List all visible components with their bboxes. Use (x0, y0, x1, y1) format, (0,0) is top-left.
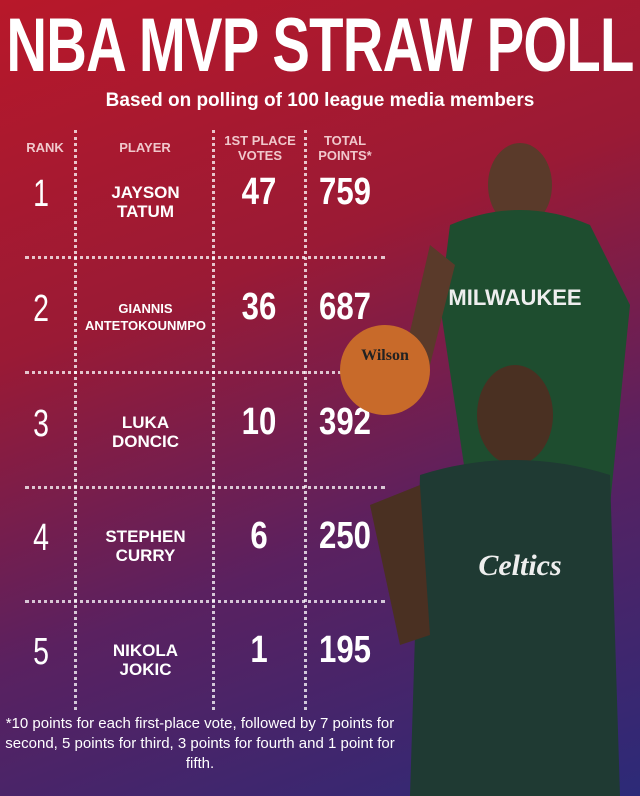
table-row: 4 STEPHEN CURRY 6 250 (0, 489, 400, 604)
column-divider (212, 130, 215, 710)
first-place-votes: 47 (241, 171, 277, 213)
total-points: 687 (319, 286, 371, 328)
player-name: NIKOLA JOKIC (112, 641, 179, 679)
first-place-votes: 6 (250, 515, 268, 557)
first-place-votes: 36 (241, 286, 277, 328)
footnote: *10 points for each first-place vote, fo… (5, 715, 395, 772)
table-row: 3 LUKA DONCIC 10 392 (0, 375, 400, 490)
celtics-jersey-text: Celtics (478, 549, 561, 582)
row-divider (25, 486, 385, 489)
ball-brand-text: Wilson (361, 347, 409, 364)
row-divider (25, 256, 385, 259)
player-name: LUKA DONCIC (111, 413, 180, 451)
first-place-votes: 1 (250, 629, 268, 671)
player-name: STEPHEN CURRY (105, 527, 186, 565)
bucks-jersey-text: MILWAUKEE (448, 285, 581, 310)
player-name: GIANNIS ANTETOKOUNMPO (84, 301, 207, 333)
header-rank: RANK (26, 140, 64, 155)
first-place-votes: 10 (241, 401, 277, 443)
header-player: PLAYER (119, 140, 171, 155)
players-photo: MILWAUKEE Wilson Celtics (340, 143, 630, 796)
page-title: NBA MVP STRAW POLL (6, 3, 634, 88)
row-divider (25, 371, 385, 374)
rank: 3 (33, 403, 49, 445)
total-points: 195 (319, 629, 371, 671)
basketball-icon: Wilson (340, 325, 430, 415)
rank: 2 (33, 288, 49, 330)
tatum-figure: Celtics (370, 365, 620, 796)
subtitle: Based on polling of 100 league media mem… (105, 90, 535, 111)
column-divider (74, 130, 77, 710)
rank: 5 (33, 631, 49, 673)
rank: 4 (33, 517, 49, 559)
rank: 1 (33, 173, 49, 215)
total-points: 759 (319, 171, 371, 213)
table-row: 2 GIANNIS ANTETOKOUNMPO 36 687 (0, 260, 400, 375)
player-name: JAYSON TATUM (111, 183, 180, 221)
total-points: 250 (319, 515, 371, 557)
table-row: 1 JAYSON TATUM 47 759 (0, 145, 400, 260)
header-votes: 1ST PLACE VOTES (224, 133, 296, 163)
column-divider (304, 130, 307, 710)
header-points: TOTAL POINTS* (318, 133, 372, 163)
table-row: 5 NIKOLA JOKIC 1 195 (0, 603, 400, 718)
row-divider (25, 600, 385, 603)
